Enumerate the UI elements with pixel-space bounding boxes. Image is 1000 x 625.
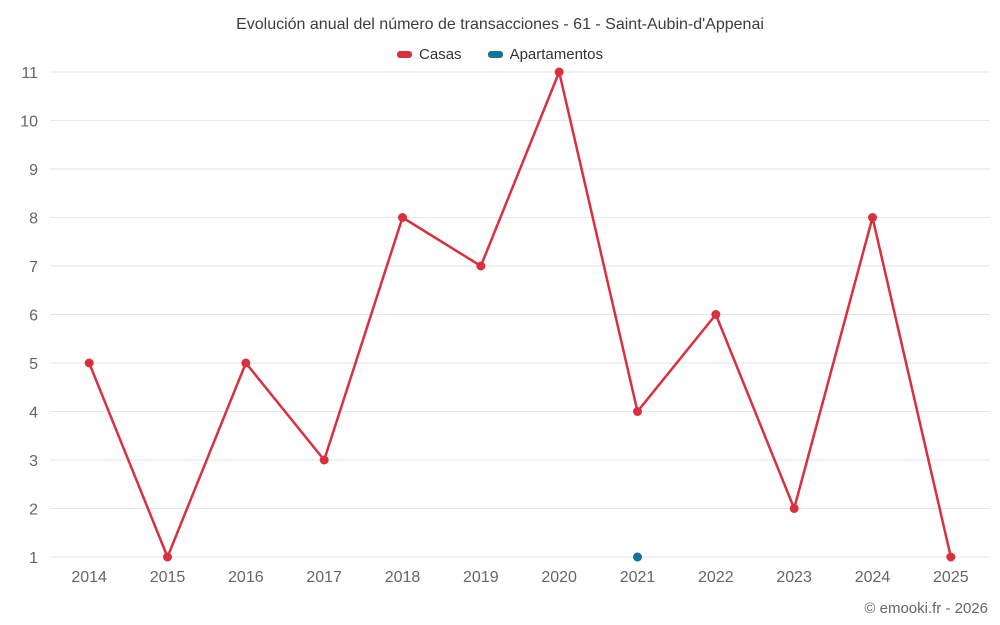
data-point-casas-2018[interactable] (398, 213, 407, 222)
data-point-casas-2025[interactable] (946, 552, 956, 562)
y-axis-label: 6 (29, 308, 38, 325)
x-axis-label: 2023 (776, 569, 812, 586)
legend-item-apartamentos[interactable]: Apartamentos (487, 46, 603, 63)
chart-title: Evolución anual del número de transaccio… (236, 16, 764, 33)
casas-legend-label: Casas (419, 46, 462, 63)
x-axis-label: 2025 (933, 569, 969, 586)
x-axis-label: 2020 (541, 569, 577, 586)
y-axis-label: 7 (29, 259, 38, 276)
apartamentos-legend-label: Apartamentos (509, 46, 603, 63)
data-point-casas-2017[interactable] (319, 455, 329, 465)
data-point-casas-2024[interactable] (868, 213, 877, 222)
y-axis-label: 10 (20, 114, 38, 131)
y-axis-label: 8 (29, 211, 38, 228)
y-axis-label: 2 (29, 502, 38, 519)
data-point-apartamentos-2021[interactable] (633, 552, 642, 562)
data-point-casas-2021[interactable] (633, 407, 642, 416)
data-point-casas-2019[interactable] (476, 261, 486, 271)
y-axis-label: 5 (29, 356, 38, 373)
legend-item-casas[interactable]: Casas (397, 46, 462, 63)
x-axis-label: 2014 (71, 569, 107, 586)
x-axis-label: 2024 (855, 569, 891, 586)
x-axis-label: 2019 (463, 569, 499, 586)
x-axis-label: 2022 (698, 569, 734, 586)
series-line-casas (87, 70, 953, 559)
y-axis-label: 4 (29, 405, 38, 422)
y-axis-label: 3 (29, 453, 38, 470)
legend: Casas Apartamentos (0, 46, 1000, 63)
x-axis-label: 2021 (620, 569, 656, 586)
data-point-casas-2014[interactable] (84, 358, 94, 368)
y-axis-label: 11 (21, 65, 38, 82)
x-axis-label: 2017 (306, 569, 342, 586)
y-axis-label: 9 (29, 162, 38, 179)
x-axis-label: 2018 (385, 569, 421, 586)
data-point-casas-2023[interactable] (789, 504, 799, 513)
x-axis-label: 2016 (228, 569, 264, 586)
data-point-casas-2020[interactable] (554, 67, 564, 77)
x-axis-label: 2015 (150, 569, 186, 586)
casas-legend-marker-icon (397, 51, 413, 58)
data-point-casas-2016[interactable] (241, 358, 251, 368)
y-axis-label: 1 (29, 550, 38, 567)
apartamentos-legend-marker-icon (487, 51, 503, 58)
data-point-casas-2015[interactable] (163, 552, 172, 562)
data-point-casas-2022[interactable] (711, 310, 721, 319)
copyright: © emooki.fr - 2026 (864, 600, 988, 617)
